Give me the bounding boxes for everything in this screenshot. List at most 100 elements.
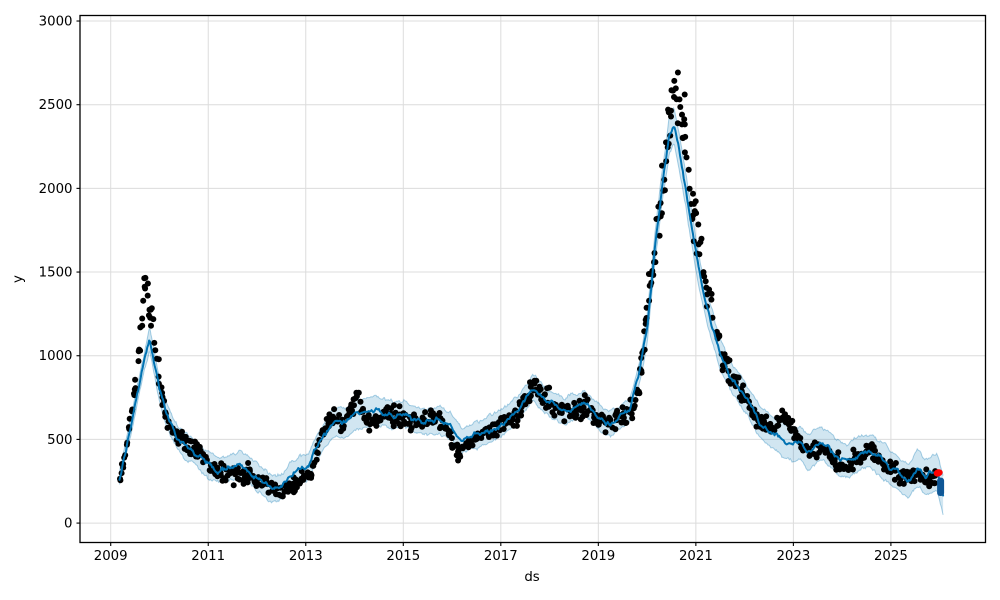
observed-point [931,480,938,487]
x-axis-label: ds [524,570,539,585]
observed-point [656,232,663,239]
y-tick-label: 2000 [39,182,73,197]
observed-point [661,187,668,194]
y-tick-label: 1000 [39,349,73,364]
x-tick-label: 2013 [289,549,323,564]
observed-point [727,380,734,387]
observed-point [179,428,185,435]
observed-point [785,414,792,421]
observed-point [671,77,678,84]
plot-border [79,14,987,544]
observed-point [314,450,321,456]
y-tick-labels: 0 500 1000 1500 2000 2500 3000 [39,15,73,532]
observed-point [683,154,690,161]
observed-point [279,493,286,500]
y-tick-label: 3000 [39,15,73,30]
tick-marks [76,20,892,546]
observed-point [539,400,546,406]
observed-point [245,460,252,466]
observed-point [668,107,674,114]
observed-point [721,351,728,358]
observed-point [541,391,548,398]
observed-point [887,458,894,465]
observed-point [584,396,591,403]
observed-point [430,410,436,417]
observed-point [546,384,553,391]
observed-point [693,210,700,217]
observed-point [537,386,544,393]
observed-point [357,398,364,405]
observed-point [636,390,643,397]
observed-point [628,410,635,417]
observed-point [581,392,588,399]
observed-point [132,385,139,392]
observed-point [789,417,796,424]
observed-point [672,85,679,92]
observed-point [681,149,688,156]
observed-point [142,285,149,292]
observed-point [701,273,708,280]
observed-point [911,478,918,485]
observed-point [148,305,155,312]
observed-point [686,185,693,192]
observed-point [900,480,907,487]
observed-point [144,280,151,287]
observed-point [313,456,320,463]
observed-point [763,413,770,420]
observed-point [696,251,703,258]
observed-point [408,425,415,431]
y-tick-label: 500 [47,433,72,448]
x-tick-labels: 2009 2011 2013 2015 2017 2019 2021 2023 2025 [94,549,908,564]
observed-point [457,453,464,460]
forecast-line [118,126,945,497]
x-tick-label: 2023 [776,549,810,564]
y-tick-label: 0 [64,517,72,532]
observed-point [681,116,688,123]
observed-point [355,389,362,396]
observed-point [872,447,878,454]
observed-point [708,291,715,297]
observed-point [148,322,154,329]
observed-point [797,435,804,441]
observed-point [152,347,159,354]
gridlines [80,15,986,543]
observed-point [681,121,688,128]
observed-point [307,470,314,477]
observed-point [336,412,343,418]
forecast-tail [937,477,945,496]
observed-point [775,422,782,429]
observed-point [602,429,609,436]
observed-point [513,422,520,429]
observed-point [835,449,842,456]
observed-point [612,426,619,433]
observed-point [436,410,443,416]
observed-point [390,423,397,430]
observed-point [623,419,630,426]
observed-point [685,166,692,173]
x-tick-label: 2011 [191,549,225,564]
x-tick-label: 2017 [484,549,518,564]
observed-point [632,397,639,403]
observed-point [576,397,583,404]
observed-point [849,466,856,473]
observed-point [422,409,429,416]
observed-point [620,414,627,421]
observed-point [137,347,144,354]
observed-point [139,322,146,329]
observed-point [155,356,162,363]
observed-point [631,402,638,409]
observed-point [518,412,525,419]
observed-point [144,292,151,299]
observed-point [493,432,500,439]
observed-point [668,113,674,120]
observed-point [659,162,665,169]
observed-point [677,104,684,110]
observed-point [690,190,696,197]
y-axis-label: y [11,275,26,283]
observed-point [140,297,147,304]
observed-point [331,406,338,413]
observed-point [740,382,747,389]
observed-point [132,376,139,383]
observed-point [923,466,930,473]
